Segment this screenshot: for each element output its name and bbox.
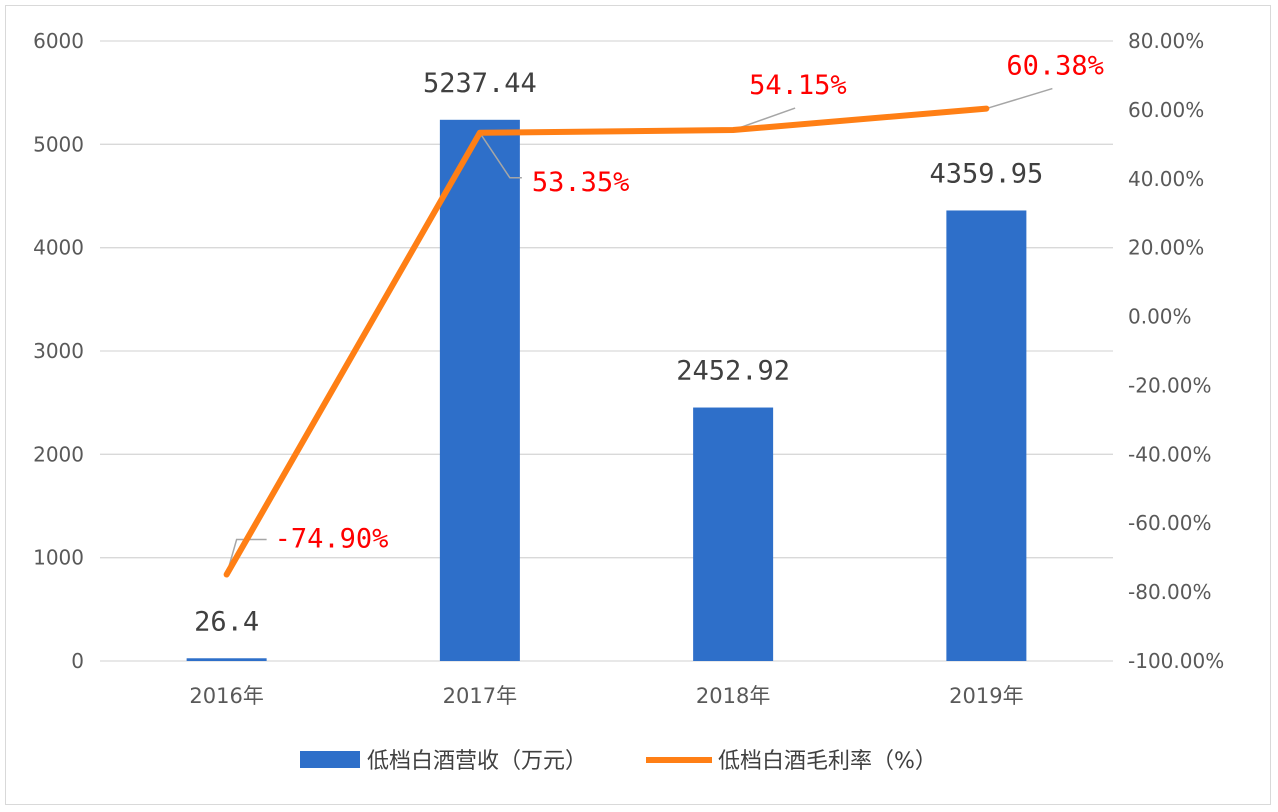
bar-label: 2452.92	[676, 356, 790, 387]
line-label: 54.15%	[749, 70, 847, 101]
bar	[946, 210, 1027, 661]
category-label: 2016年	[189, 684, 263, 708]
line-data-labels: -74.90% 53.35% 54.15% 60.38%	[275, 51, 1104, 555]
chart-frame	[5, 5, 1271, 805]
right-tick-label: 60.00%	[1128, 98, 1204, 122]
right-tick-label: 0.00%	[1128, 305, 1192, 329]
line-label: 60.38%	[1006, 51, 1104, 82]
legend-bar-label: 低档白酒营收（万元）	[367, 749, 587, 774]
right-tick-label: -40.00%	[1128, 442, 1211, 466]
left-tick-label: 0	[71, 649, 84, 673]
bar-label: 4359.95	[929, 158, 1043, 189]
line-path	[223, 105, 990, 578]
bar	[186, 658, 267, 661]
bar-data-labels: 26.4 5237.44 2452.92 4359.95	[194, 68, 1043, 637]
right-tick-label: -100.00%	[1128, 649, 1224, 673]
leader-line	[986, 87, 1053, 110]
legend-bar-swatch	[300, 751, 360, 768]
gridlines	[100, 40, 1113, 662]
bar-label: 26.4	[194, 606, 259, 637]
right-tick-label: -20.00%	[1128, 373, 1211, 397]
category-labels: 2016年 2017年 2018年 2019年	[189, 684, 1023, 708]
left-axis-ticks: 0 1000 2000 3000 4000 5000 6000	[33, 29, 84, 673]
line-series	[223, 105, 990, 578]
right-tick-label: 40.00%	[1128, 167, 1204, 191]
line-label: 53.35%	[532, 167, 630, 198]
line-label: -74.90%	[275, 524, 389, 555]
leader-line	[479, 132, 522, 179]
bar	[439, 119, 520, 662]
left-tick-label: 5000	[33, 132, 84, 156]
right-tick-label: -80.00%	[1128, 580, 1211, 604]
legend: 低档白酒营收（万元） 低档白酒毛利率（%）	[300, 749, 937, 774]
legend-line-label: 低档白酒毛利率（%）	[718, 749, 937, 774]
right-tick-label: 20.00%	[1128, 236, 1204, 260]
left-tick-label: 1000	[33, 546, 84, 570]
category-label: 2017年	[443, 684, 517, 708]
left-tick-label: 3000	[33, 339, 84, 363]
left-tick-label: 6000	[33, 29, 84, 53]
right-axis-ticks: -100.00% -80.00% -60.00% -40.00% -20.00% 0.00…	[1128, 29, 1224, 673]
category-label: 2018年	[696, 684, 770, 708]
left-tick-label: 2000	[33, 442, 84, 466]
bar-label: 5237.44	[423, 68, 537, 99]
right-tick-label: -60.00%	[1128, 511, 1211, 535]
bar-series	[186, 119, 1027, 662]
right-tick-label: 80.00%	[1128, 29, 1204, 53]
bar	[693, 407, 774, 661]
category-label: 2019年	[949, 684, 1023, 708]
left-tick-label: 4000	[33, 236, 84, 260]
